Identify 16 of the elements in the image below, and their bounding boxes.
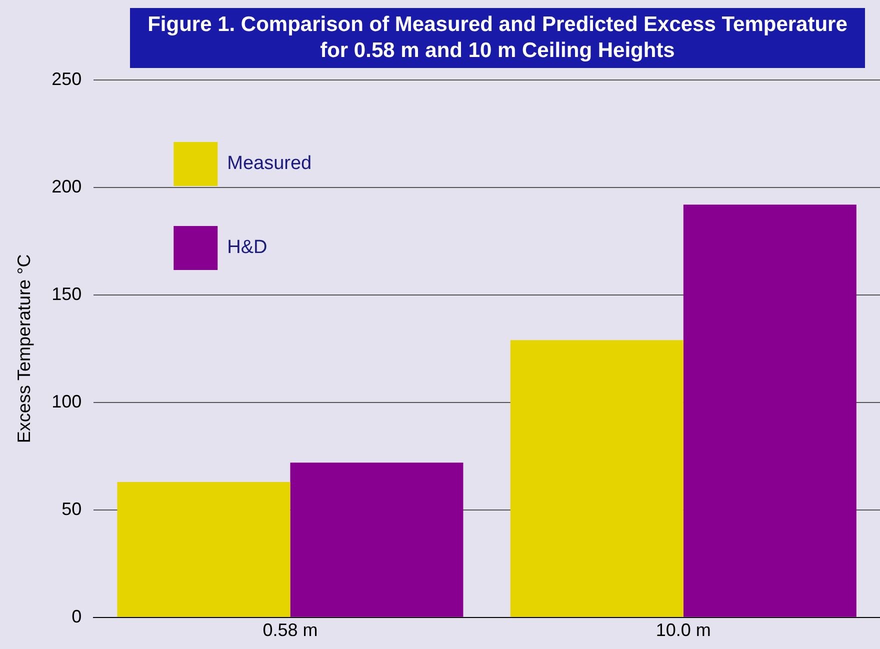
bar — [510, 340, 684, 617]
y-axis-title: Excess Temperature °C — [14, 254, 34, 444]
y-tick-label: 250 — [52, 68, 82, 89]
legend-label: H&D — [227, 237, 268, 258]
legend-label: Measured — [227, 153, 312, 174]
y-tick-label: 0 — [72, 606, 82, 626]
y-tick-label: 200 — [52, 176, 82, 196]
bar — [683, 204, 856, 617]
chart-title: Figure 1. Comparison of Measured and Predicted Excess Temperature for 0.58 m and 10 m Ceiling Heights — [130, 8, 865, 68]
bar — [117, 482, 290, 617]
y-tick-label: 50 — [62, 498, 82, 519]
x-tick-label: 10.0 m — [656, 620, 711, 640]
y-tick-label: 100 — [52, 391, 82, 412]
bar — [290, 462, 464, 617]
y-tick-label: 150 — [52, 284, 82, 304]
x-tick-label: 0.58 m — [262, 620, 318, 640]
